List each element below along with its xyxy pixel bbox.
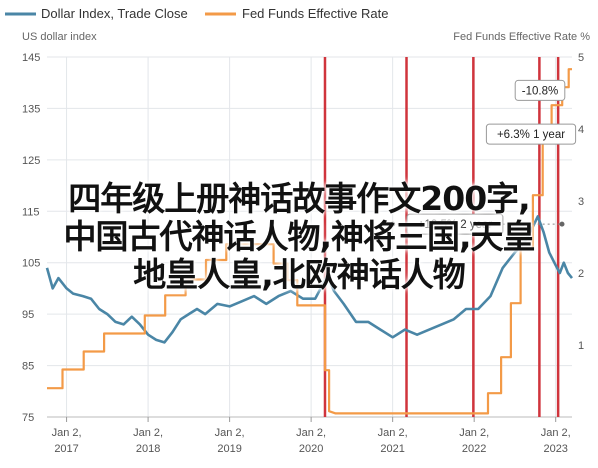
legend-label-fed-funds: Fed Funds Effective Rate <box>242 6 388 21</box>
x-tick-label: 2017 <box>54 443 78 455</box>
x-tick-label: Jan 2, <box>215 427 245 439</box>
right-axis-title: Fed Funds Effective Rate % <box>453 31 590 43</box>
right-tick-label: 5 <box>578 52 584 64</box>
right-tick-label: 2 <box>578 268 584 280</box>
right-tick-label: 1 <box>578 340 584 352</box>
left-tick-label: 115 <box>22 206 40 218</box>
event-lines <box>323 57 560 417</box>
left-tick-label: 135 <box>22 103 40 115</box>
x-axis-ticks: Jan 2, 2017 Jan 2, 2018 Jan 2, 2019 Jan 2, 2020… <box>52 417 571 455</box>
left-tick-label: 125 <box>22 155 40 167</box>
right-tick-label: 4 <box>578 124 584 136</box>
right-axis-ticks: 1 2 3 4 5 <box>578 52 584 352</box>
x-tick-label: Jan 2, <box>541 427 571 439</box>
legend-label-dollar-index: Dollar Index, Trade Close <box>41 6 188 21</box>
annotation-box <box>485 123 577 145</box>
annotation-label: -10.8% <box>522 85 558 97</box>
right-tick-label: 3 <box>578 196 584 208</box>
series-group <box>45 68 574 415</box>
x-tick-label: Jan 2, <box>459 427 489 439</box>
annotation-label: +6.3% 1 year <box>497 129 565 141</box>
annotations: -10.8% +6.3% 1 year +12.5% 2 year <box>390 79 577 235</box>
x-tick-label: Jan 2, <box>52 427 82 439</box>
x-tick-label: 2023 <box>543 443 567 455</box>
x-tick-label: 2020 <box>299 443 323 455</box>
x-tick-label: 2019 <box>217 443 241 455</box>
left-tick-label: 95 <box>22 309 34 321</box>
x-tick-label: Jan 2, <box>378 427 408 439</box>
left-tick-label: 145 <box>22 52 40 64</box>
x-tick-label: Jan 2, <box>296 427 326 439</box>
annotation-label: +12.5% 2 year <box>418 219 493 231</box>
legend: Dollar Index, Trade Close Fed Funds Effe… <box>5 6 388 21</box>
x-tick-label: 2021 <box>380 443 404 455</box>
series-line-fed-funds <box>47 68 572 415</box>
annotation-marker <box>559 221 565 227</box>
left-tick-label: 105 <box>22 258 40 270</box>
annotation-box <box>514 79 566 101</box>
x-tick-label: 2022 <box>462 443 486 455</box>
series-line-dollar-index <box>45 215 574 344</box>
annotation-box <box>406 213 504 235</box>
left-tick-label: 85 <box>22 361 34 373</box>
x-tick-label: 2018 <box>136 443 160 455</box>
left-axis-title: US dollar index <box>22 31 97 43</box>
left-tick-label: 75 <box>22 412 34 424</box>
grid <box>47 56 572 418</box>
annotation-marker <box>390 221 396 227</box>
x-tick-label: Jan 2, <box>133 427 163 439</box>
left-axis-ticks: 75 85 95 105 115 125 135 145 <box>22 52 40 424</box>
